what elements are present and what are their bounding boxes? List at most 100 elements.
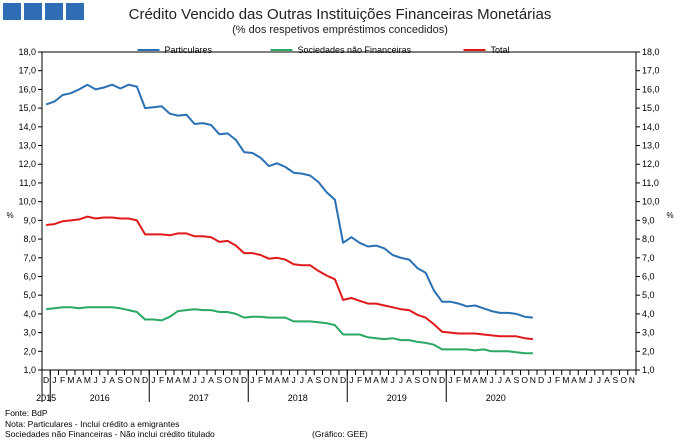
x-month-label: M [381, 375, 388, 385]
logo-block [3, 3, 21, 20]
footnotes: Fonte: BdP Nota: Particulares - Inclui c… [5, 408, 215, 440]
y-tick-label-right: 2,0 [642, 346, 655, 356]
x-month-label: N [332, 375, 338, 385]
x-month-label: J [448, 375, 452, 385]
x-month-label: D [142, 375, 148, 385]
x-month-label: M [480, 375, 487, 385]
legend-label-total: Total [491, 45, 510, 55]
y-axis-label-right: % [666, 211, 673, 220]
x-month-label: O [521, 375, 528, 385]
series-line-particulares [45, 83, 534, 319]
x-month-label: D [538, 375, 544, 385]
x-month-label: J [250, 375, 254, 385]
x-month-label: J [589, 375, 593, 385]
x-month-label: A [274, 375, 280, 385]
y-tick-label-right: 7,0 [642, 253, 655, 263]
chart-credit: (Gráfico: GEE) [312, 429, 368, 439]
series-layer [45, 83, 534, 355]
x-year-label: 2019 [387, 393, 407, 403]
chart-subtitle: (% dos respetivos empréstimos concedidos… [232, 24, 448, 36]
x-month-label: M [183, 375, 190, 385]
x-month-label: N [629, 375, 635, 385]
x-month-label: J [193, 375, 197, 385]
x-month-label: J [151, 375, 155, 385]
logo-block [24, 3, 42, 20]
y-tick-label-left: 3,0 [23, 328, 36, 338]
y-tick-label-right: 17,0 [642, 66, 660, 76]
logo-block [45, 3, 63, 20]
y-tick-label-right: 4,0 [642, 309, 655, 319]
y-tick-label-left: 11,0 [19, 178, 36, 188]
y-tick-label-left: 6,0 [23, 271, 36, 281]
y-tick-label-right: 14,0 [642, 122, 660, 132]
x-month-label: A [76, 375, 82, 385]
x-year-label: 2020 [486, 393, 506, 403]
y-axis-label-left: % [6, 211, 13, 220]
x-month-label: J [498, 375, 502, 385]
x-month-label: M [463, 375, 470, 385]
x-month-label: A [208, 375, 214, 385]
x-month-label: J [52, 375, 56, 385]
x-month-label: F [60, 375, 65, 385]
x-month-label: O [620, 375, 627, 385]
legend-label-sociedades-nao-financeiras: Sociedades não Financeiras [298, 45, 412, 55]
x-month-label: M [265, 375, 272, 385]
x-month-label: J [597, 375, 601, 385]
y-tick-label-right: 10,0 [642, 197, 660, 207]
gee-logo [3, 3, 84, 20]
x-month-label: F [159, 375, 164, 385]
legend: Particulares Sociedades não Financeiras To… [137, 45, 510, 55]
y-tick-label-right: 6,0 [642, 271, 655, 281]
x-month-label: M [67, 375, 74, 385]
series-line-total [45, 215, 534, 341]
y-tick-label-left: 15,0 [18, 103, 36, 113]
x-month-label: S [316, 375, 322, 385]
y-tick-label-left: 8,0 [23, 234, 36, 244]
x-month-label: M [84, 375, 91, 385]
y-tick-label-left: 18,0 [18, 47, 36, 57]
y-tick-label-left: 2,0 [23, 346, 36, 356]
chart-title: Crédito Vencido das Outras Instituições … [128, 6, 552, 23]
x-month-label: A [373, 375, 379, 385]
x-month-label: J [201, 375, 205, 385]
x-month-label: M [579, 375, 586, 385]
x-month-label: A [109, 375, 115, 385]
x-year-label: 2015 [36, 393, 56, 403]
x-month-label: A [472, 375, 478, 385]
x-month-label: N [134, 375, 140, 385]
x-month-label: M [282, 375, 289, 385]
x-month-label: O [224, 375, 231, 385]
x-month-label: A [571, 375, 577, 385]
x-month-label: F [258, 375, 263, 385]
x-month-label: F [456, 375, 461, 385]
x-month-label: S [118, 375, 124, 385]
x-year-label: 2016 [90, 393, 110, 403]
x-month-label: J [399, 375, 403, 385]
x-month-label: O [125, 375, 132, 385]
y-tick-label-left: 16,0 [18, 84, 36, 94]
note-snf: Sociedades não Financeiras - Não inclui … [5, 429, 215, 439]
y-tick-label-right: 3,0 [642, 328, 655, 338]
x-month-label: M [166, 375, 173, 385]
y-tick-label-left: 5,0 [23, 290, 36, 300]
x-month-label: N [233, 375, 239, 385]
x-month-label: A [505, 375, 511, 385]
x-year-label: 2018 [288, 393, 308, 403]
x-month-label: D [241, 375, 247, 385]
y-tick-label-right: 5,0 [642, 290, 655, 300]
x-month-label: J [102, 375, 106, 385]
x-month-label: F [555, 375, 560, 385]
x-month-label: J [547, 375, 551, 385]
x-month-label: M [562, 375, 569, 385]
x-month-label: J [391, 375, 395, 385]
logo-block [66, 3, 84, 20]
y-tick-label-right: 16,0 [642, 84, 660, 94]
y-tick-label-left: 12,0 [18, 159, 36, 169]
x-month-label: D [43, 375, 49, 385]
x-month-label: J [94, 375, 98, 385]
y-tick-label-right: 9,0 [642, 215, 655, 225]
x-month-label: A [307, 375, 313, 385]
y-tick-label-right: 11,0 [642, 178, 659, 188]
source-note: Fonte: BdP [5, 408, 48, 418]
